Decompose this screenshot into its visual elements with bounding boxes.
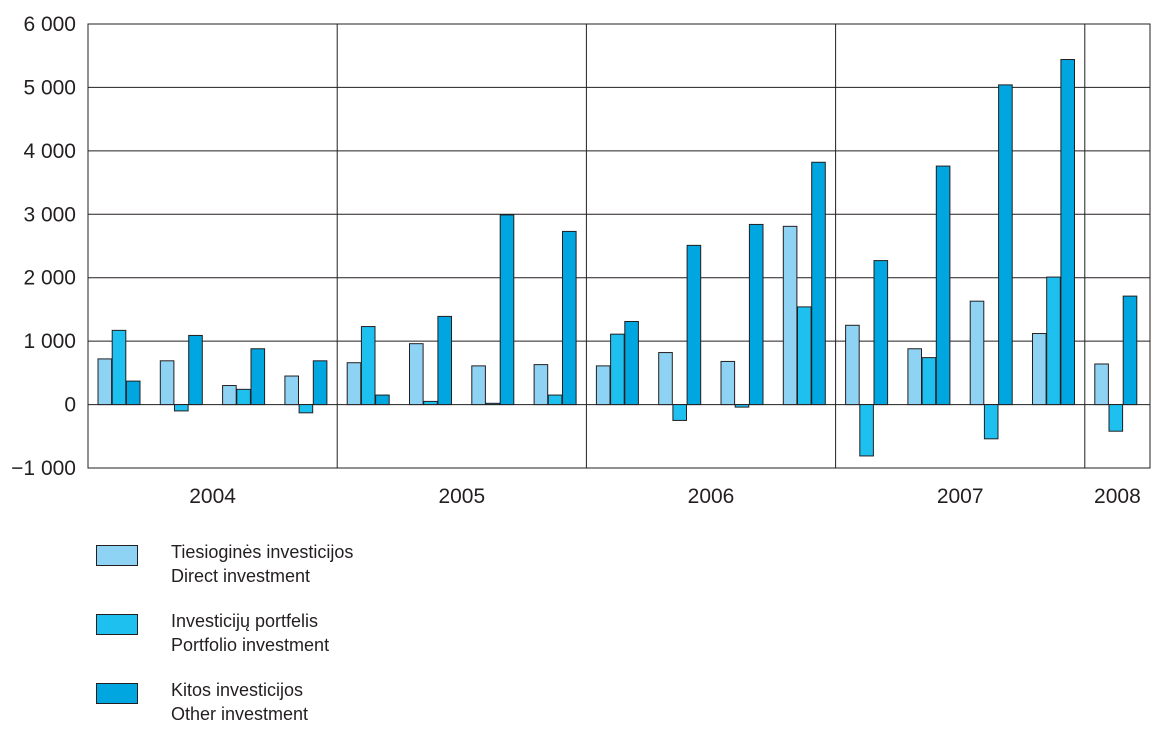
bar: [533, 364, 549, 406]
y-tick-label: 2 000: [23, 267, 76, 290]
y-tick-label: 1 000: [23, 330, 76, 353]
bar: [845, 324, 860, 406]
bar: [409, 343, 424, 406]
bar: [1094, 363, 1109, 406]
bar: [485, 402, 501, 406]
y-tick-label: 3 000: [23, 203, 76, 226]
bar: [236, 388, 251, 406]
bar: [250, 348, 266, 406]
y-tick-label: 4 000: [23, 140, 76, 163]
bar: [624, 320, 639, 406]
bar: [935, 165, 951, 406]
bar: [907, 348, 923, 406]
bar: [346, 362, 362, 406]
bar: [222, 385, 237, 406]
bar: [174, 404, 189, 412]
bar: [734, 404, 750, 408]
bar: [111, 329, 127, 406]
bar: [921, 357, 937, 406]
y-tick-label: 5 000: [23, 76, 76, 99]
x-tick-label: 2006: [688, 485, 735, 508]
legend-label-en: Portfolio investment: [171, 635, 330, 655]
bar: [998, 84, 1013, 406]
bar: [610, 333, 625, 406]
bar: [360, 326, 376, 406]
bar: [983, 404, 999, 440]
bar: [782, 225, 798, 406]
bar: [312, 360, 328, 406]
bar: [658, 352, 673, 406]
bar: [859, 404, 874, 457]
bar: [471, 365, 486, 406]
x-tick-label: 2004: [189, 485, 236, 508]
bar: [298, 404, 314, 414]
legend-label-lt: Investicijų portfelis: [171, 611, 319, 631]
bar: [1046, 276, 1061, 406]
bar: [125, 380, 141, 406]
bar: [499, 214, 515, 406]
x-tick-label: 2005: [438, 485, 485, 508]
bar: [811, 161, 826, 406]
bar: [562, 230, 577, 406]
bar: [797, 306, 812, 406]
bar: [547, 394, 563, 406]
bar: [284, 375, 299, 406]
bar: [873, 260, 889, 406]
legend-swatch-portfolio-investment: [96, 614, 138, 635]
bar: [97, 358, 113, 406]
y-tick-label: 6 000: [23, 13, 76, 36]
bar: [423, 400, 438, 406]
y-tick-label: −1 000: [11, 457, 76, 480]
bar-chart: −1 000 0 1 000 2 000 3 000 4 000 5 000 6 000 200…: [11, 13, 1151, 508]
bar: [686, 244, 702, 406]
bar: [375, 394, 390, 406]
bar: [1108, 404, 1124, 432]
bar: [748, 223, 764, 406]
y-tick-label: 0: [64, 394, 76, 417]
legend-label-en: Direct investment: [171, 566, 311, 586]
bar: [159, 360, 175, 406]
bar: [595, 365, 611, 406]
legend-label-lt: Tiesioginės investicijos: [171, 542, 354, 562]
bar: [1032, 333, 1047, 406]
x-tick-label: 2008: [1094, 485, 1141, 508]
bar: [720, 360, 736, 406]
bar: [437, 315, 452, 406]
bar: [969, 300, 985, 406]
bar: [1060, 59, 1076, 406]
x-tick-label: 2007: [937, 485, 984, 508]
bar: [672, 404, 688, 421]
legend-swatch-other-investment: [96, 683, 138, 704]
legend-label-lt: Kitos investicijos: [171, 680, 304, 700]
legend-label-en: Other investment: [171, 704, 309, 724]
bar: [1122, 295, 1138, 406]
legend-swatch-direct-investment: [96, 545, 138, 566]
plot-frame: [87, 23, 1151, 469]
bar: [188, 334, 203, 406]
